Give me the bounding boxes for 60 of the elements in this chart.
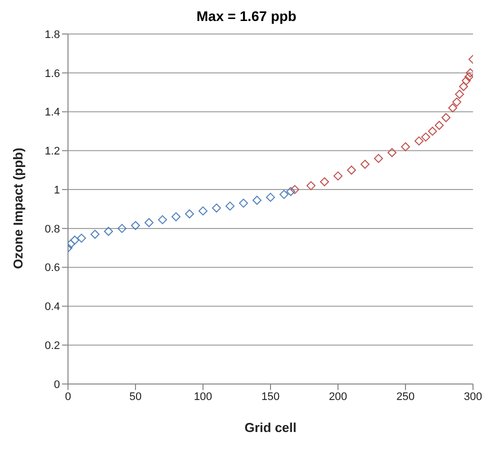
point <box>320 177 329 186</box>
point <box>68 240 76 248</box>
point <box>374 154 383 163</box>
point <box>442 113 450 122</box>
y-tick-label: 0 <box>54 378 60 391</box>
chart-title: Max = 1.67 ppb <box>196 8 298 24</box>
point <box>280 190 288 199</box>
point <box>252 196 262 205</box>
point <box>306 181 316 190</box>
point <box>172 212 180 222</box>
point <box>448 103 458 112</box>
point <box>198 206 208 216</box>
point <box>70 236 80 245</box>
point <box>158 215 167 224</box>
x-tick-label: 300 <box>464 390 482 403</box>
y-tick-label: 0.4 <box>44 301 60 314</box>
point <box>434 120 444 130</box>
point <box>212 204 221 213</box>
point <box>347 166 356 175</box>
y-tick-label: 0.2 <box>44 340 60 352</box>
point <box>421 132 430 142</box>
y-tick-label: 1.8 <box>44 28 60 41</box>
point <box>334 171 342 180</box>
y-tick-label: 0.8 <box>44 223 60 236</box>
point <box>185 209 194 218</box>
point <box>464 72 473 82</box>
point <box>466 68 473 78</box>
point <box>131 221 140 230</box>
x-tick-label: 250 <box>396 390 415 403</box>
point <box>104 226 113 236</box>
y-tick-label: 1.6 <box>44 68 60 80</box>
x-tick-label: 200 <box>328 390 348 403</box>
x-axis-title: Grid cell <box>244 420 297 435</box>
y-tick-label: 1 <box>54 184 60 196</box>
point <box>360 160 370 169</box>
y-tick-label: 1.2 <box>44 146 60 158</box>
point <box>452 98 462 107</box>
point <box>459 82 468 91</box>
x-tick-label: 50 <box>129 390 142 403</box>
point <box>401 142 410 152</box>
x-tick-label: 0 <box>64 390 72 403</box>
point <box>455 90 464 99</box>
point <box>290 185 300 194</box>
x-tick-label: 150 <box>261 390 280 403</box>
point <box>239 198 248 208</box>
point <box>414 136 424 146</box>
point <box>118 224 126 233</box>
point <box>286 187 296 196</box>
x-tick-label: 100 <box>194 390 212 403</box>
point <box>144 218 154 228</box>
point <box>77 234 86 243</box>
point <box>462 76 471 86</box>
y-tick-label: 0.6 <box>44 262 60 274</box>
y-axis-title: Ozone Impact (ppb) <box>10 148 26 269</box>
point <box>428 126 437 136</box>
point <box>226 202 234 211</box>
point <box>90 230 100 239</box>
point <box>388 148 396 158</box>
y-tick-label: 1.4 <box>44 106 60 119</box>
point <box>266 192 275 202</box>
